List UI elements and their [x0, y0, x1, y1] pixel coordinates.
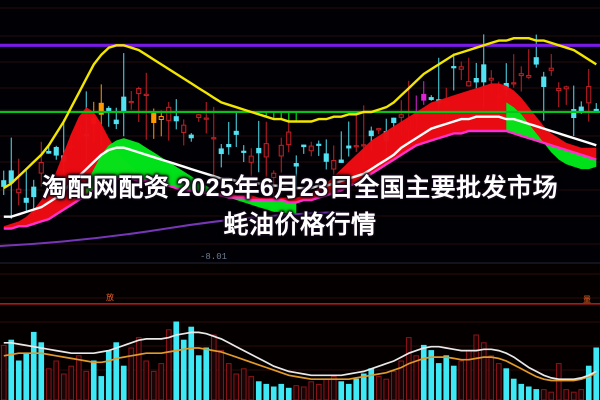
price-chart-svg	[0, 7, 600, 247]
volume-chart-svg	[0, 273, 600, 400]
volume-marker-left: 放	[106, 293, 114, 302]
volume-panel	[0, 264, 600, 400]
price-value-label: -8.01	[200, 252, 228, 262]
volume-marker-right: 量	[583, 295, 591, 304]
price-panel	[0, 7, 600, 247]
panel-divider	[0, 262, 600, 264]
